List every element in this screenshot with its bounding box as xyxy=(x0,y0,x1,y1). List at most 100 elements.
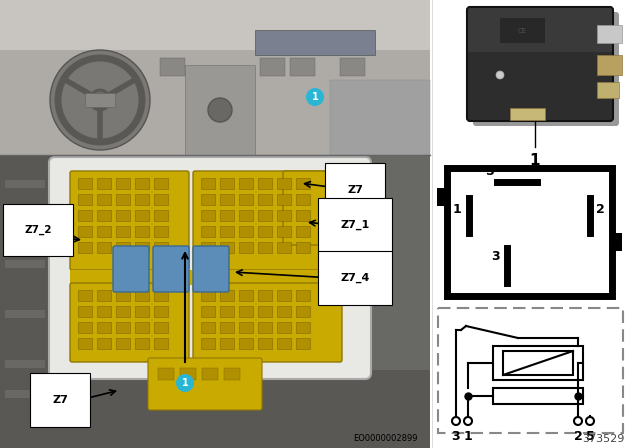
Bar xyxy=(158,368,174,380)
Bar xyxy=(510,108,545,120)
Text: 1: 1 xyxy=(463,430,472,443)
Bar xyxy=(201,306,215,317)
Bar xyxy=(277,210,291,221)
Bar xyxy=(258,226,272,237)
Bar xyxy=(597,82,619,98)
Bar xyxy=(116,242,130,253)
Bar xyxy=(116,306,130,317)
Bar xyxy=(97,194,111,205)
Bar xyxy=(116,290,130,301)
Bar xyxy=(597,55,622,75)
Bar xyxy=(154,194,168,205)
Bar xyxy=(202,368,218,380)
Bar xyxy=(116,178,130,189)
Bar xyxy=(201,178,215,189)
Bar xyxy=(78,290,92,301)
Bar xyxy=(220,194,234,205)
Text: 5: 5 xyxy=(486,165,495,178)
Bar xyxy=(97,306,111,317)
Bar xyxy=(0,155,55,448)
Bar xyxy=(239,226,253,237)
Bar xyxy=(78,178,92,189)
Text: 3: 3 xyxy=(452,430,460,443)
Bar xyxy=(201,194,215,205)
Bar xyxy=(78,194,92,205)
Text: 3: 3 xyxy=(491,250,499,263)
Bar xyxy=(116,322,130,333)
Bar xyxy=(239,178,253,189)
FancyBboxPatch shape xyxy=(70,283,189,362)
Bar xyxy=(180,368,196,380)
Bar xyxy=(500,18,545,43)
Bar xyxy=(239,290,253,301)
Bar xyxy=(154,210,168,221)
Bar xyxy=(5,360,45,368)
Text: Z7_4: Z7_4 xyxy=(340,273,370,283)
Bar xyxy=(5,390,45,398)
Bar xyxy=(85,93,115,107)
Bar xyxy=(340,58,365,76)
Bar xyxy=(437,188,447,206)
Bar xyxy=(220,242,234,253)
Bar xyxy=(201,226,215,237)
Text: 1: 1 xyxy=(312,92,318,102)
FancyBboxPatch shape xyxy=(193,246,229,292)
Text: 2: 2 xyxy=(573,430,582,443)
Circle shape xyxy=(496,71,504,79)
FancyBboxPatch shape xyxy=(473,12,619,126)
Text: Z7_1: Z7_1 xyxy=(340,220,370,230)
Bar xyxy=(135,338,149,349)
Bar xyxy=(97,322,111,333)
Bar xyxy=(0,50,430,155)
Bar xyxy=(330,80,430,155)
Bar xyxy=(220,210,234,221)
Bar xyxy=(135,226,149,237)
Bar xyxy=(258,290,272,301)
Bar xyxy=(255,30,375,55)
Text: 1: 1 xyxy=(182,378,188,388)
Bar xyxy=(135,178,149,189)
Bar xyxy=(493,388,583,404)
Bar xyxy=(0,0,430,155)
Bar xyxy=(0,155,430,448)
Bar xyxy=(258,242,272,253)
Bar xyxy=(201,242,215,253)
Bar xyxy=(296,210,310,221)
Bar xyxy=(135,322,149,333)
Text: Z7: Z7 xyxy=(347,185,363,195)
Bar xyxy=(277,226,291,237)
FancyBboxPatch shape xyxy=(49,157,371,379)
Bar xyxy=(201,290,215,301)
Bar xyxy=(97,290,111,301)
Bar xyxy=(116,226,130,237)
Bar xyxy=(201,338,215,349)
Bar xyxy=(135,242,149,253)
FancyBboxPatch shape xyxy=(467,7,613,121)
Circle shape xyxy=(208,98,232,122)
Bar xyxy=(220,290,234,301)
Bar xyxy=(220,178,234,189)
Bar xyxy=(154,178,168,189)
Bar xyxy=(277,338,291,349)
Bar xyxy=(97,242,111,253)
Text: EO0000002899: EO0000002899 xyxy=(353,434,418,443)
FancyBboxPatch shape xyxy=(283,171,342,245)
Bar xyxy=(78,242,92,253)
Bar xyxy=(258,194,272,205)
Text: Z7_2: Z7_2 xyxy=(24,225,52,235)
Bar xyxy=(0,0,430,50)
Bar xyxy=(220,306,234,317)
Bar xyxy=(370,155,430,375)
Bar xyxy=(290,58,315,76)
Bar xyxy=(201,322,215,333)
Bar xyxy=(160,58,185,76)
Bar xyxy=(135,290,149,301)
Bar xyxy=(277,178,291,189)
Bar xyxy=(239,194,253,205)
Bar xyxy=(296,290,310,301)
FancyBboxPatch shape xyxy=(193,283,342,362)
Bar xyxy=(116,194,130,205)
Bar xyxy=(277,242,291,253)
Text: CE: CE xyxy=(517,28,527,34)
Bar xyxy=(447,168,612,296)
